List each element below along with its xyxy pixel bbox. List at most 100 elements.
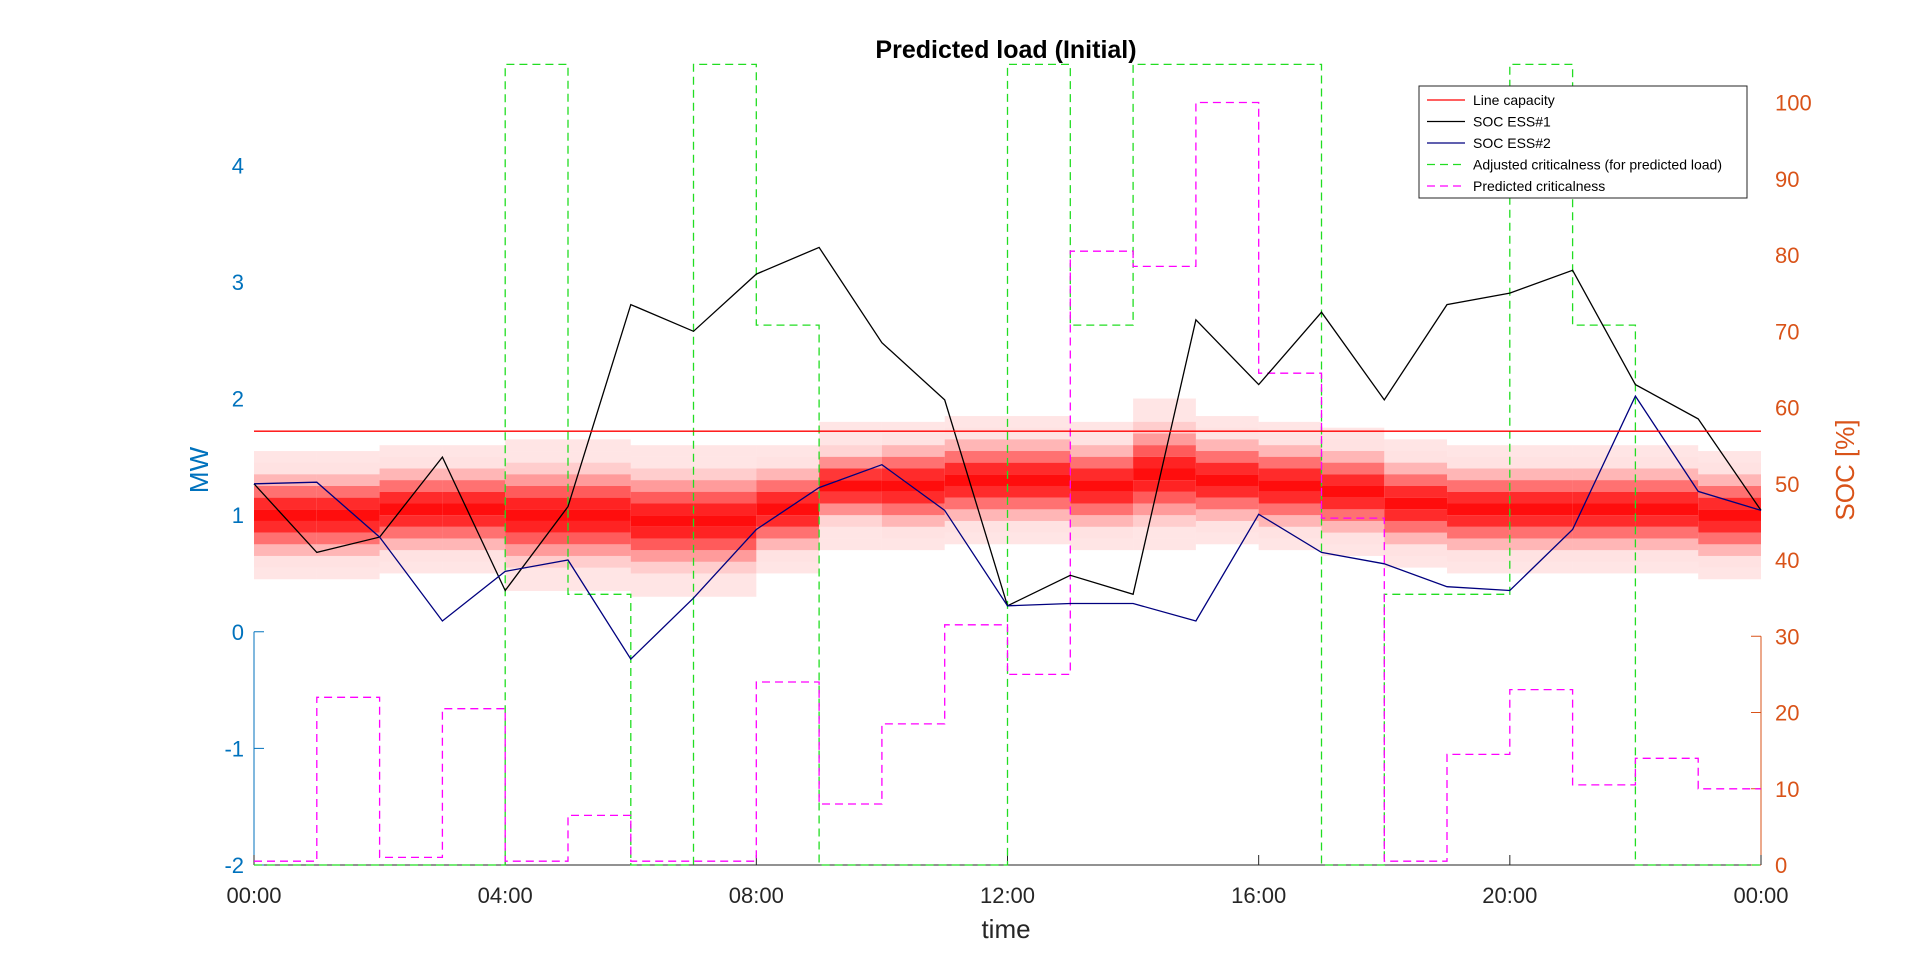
heatmap-cell <box>567 462 631 475</box>
heatmap-cell <box>505 567 568 580</box>
heatmap-cell <box>567 474 631 486</box>
heatmap-cell <box>567 579 631 591</box>
heatmap-cell <box>1509 468 1573 481</box>
heatmap-cell <box>1007 416 1071 428</box>
heatmap-cell <box>944 520 1008 533</box>
heatmap-cell <box>1698 544 1761 556</box>
heatmap-cell <box>442 491 506 504</box>
heatmap-cell <box>254 474 317 486</box>
heatmap-cell <box>1007 462 1071 475</box>
heatmap-cell <box>1321 485 1385 498</box>
x-tick-label: 20:00 <box>1482 883 1537 908</box>
heatmap-cell <box>881 433 945 446</box>
heatmap-cell <box>881 468 945 481</box>
heatmap-cell <box>1007 474 1071 486</box>
heatmap-cell <box>254 462 317 475</box>
heatmap-cell <box>254 497 317 510</box>
heatmap-cell <box>316 520 380 533</box>
heatmap-cell <box>379 538 443 551</box>
heatmap-cell <box>1133 538 1196 551</box>
heatmap-cell <box>442 526 506 539</box>
heatmap-cell <box>1572 515 1636 527</box>
heatmap-cell <box>379 550 443 562</box>
heatmap-cell <box>505 439 568 452</box>
heatmap-cell <box>630 585 694 597</box>
heatmap-cell <box>505 532 568 545</box>
heatmap-cell <box>944 485 1008 498</box>
x-tick-label: 00:00 <box>1733 883 1788 908</box>
heatmap-cell <box>756 445 820 457</box>
heatmap-cell <box>693 585 757 597</box>
heatmap-cell <box>1133 445 1196 457</box>
legend-box <box>1418 85 1748 199</box>
heatmap-cell <box>630 456 694 469</box>
heatmap-cell <box>254 520 317 533</box>
heatmap-cell <box>505 555 568 568</box>
y-right-tick-label: 90 <box>1775 167 1799 192</box>
heatmap-cell <box>881 538 945 551</box>
legend-entry: SOC ESS#2 <box>1473 135 1551 151</box>
heatmap-cell <box>1384 451 1448 463</box>
heatmap-cell <box>630 538 694 551</box>
x-tick-label: 12:00 <box>980 883 1035 908</box>
heatmap-cell <box>1635 526 1699 539</box>
heatmap-cell <box>379 468 443 481</box>
x-tick-label: 16:00 <box>1231 883 1286 908</box>
heatmap-cell <box>693 561 757 574</box>
heatmap-cell <box>630 468 694 481</box>
y-axis-right-label: SOC [%] <box>1830 419 1860 520</box>
heatmap-cell <box>1258 468 1322 481</box>
heatmap-cell <box>756 538 820 551</box>
heatmap-cell <box>1635 561 1699 574</box>
heatmap-cell <box>1698 532 1761 545</box>
heatmap-cell <box>1384 532 1448 545</box>
heatmap-cell <box>1007 497 1071 510</box>
heatmap-cell <box>819 456 882 469</box>
heatmap-cell <box>1070 526 1134 539</box>
heatmap-cell <box>630 526 694 539</box>
heatmap-cell <box>756 550 820 562</box>
heatmap-cell <box>1572 480 1636 492</box>
x-axis-label: time <box>981 914 1030 944</box>
heatmap-cell <box>1384 485 1448 498</box>
heatmap-cell <box>505 462 568 475</box>
heatmap-cell <box>944 451 1008 463</box>
heatmap-cell <box>693 526 757 539</box>
heatmap-cell <box>1258 445 1322 457</box>
y-left-tick-label: 2 <box>232 387 244 412</box>
heatmap-cell <box>819 491 882 504</box>
heatmap-cell <box>1698 567 1761 580</box>
heatmap-cell <box>1258 421 1322 434</box>
heatmap-cell <box>1195 532 1259 545</box>
heatmap-cell <box>1321 451 1385 463</box>
heatmap-cell <box>1447 538 1510 551</box>
heatmap-cell <box>756 491 820 504</box>
heatmap-cell <box>881 445 945 457</box>
legend-entry: Adjusted criticalness (for predicted loa… <box>1473 157 1722 173</box>
heatmap-cell <box>944 416 1008 428</box>
y-right-tick-label: 80 <box>1775 243 1799 268</box>
series <box>253 63 1762 866</box>
heatmap-cell <box>1133 480 1196 492</box>
y-left-tick-label: 3 <box>232 270 244 295</box>
heatmap-cell <box>1635 538 1699 551</box>
heatmap-cell <box>1258 433 1322 446</box>
heatmap-cell <box>316 509 380 521</box>
heatmap-cell <box>1509 456 1573 469</box>
heatmap-cell <box>379 480 443 492</box>
heatmap-cell <box>316 497 380 510</box>
heatmap-cell <box>1195 474 1259 486</box>
heatmap-cell <box>1698 509 1761 521</box>
heatmap-cell <box>1509 445 1573 457</box>
heatmap-cell <box>1698 462 1761 475</box>
heatmap-cell <box>1509 480 1573 492</box>
heatmap-cell <box>1384 474 1448 486</box>
heatmap-cell <box>1195 462 1259 475</box>
heatmap-cell <box>567 520 631 533</box>
heatmap-cell <box>1635 480 1699 492</box>
heatmap-cell <box>1447 468 1510 481</box>
heatmap-cell <box>1195 427 1259 440</box>
heatmap-cell <box>693 538 757 551</box>
heatmap-cell <box>1070 468 1134 481</box>
